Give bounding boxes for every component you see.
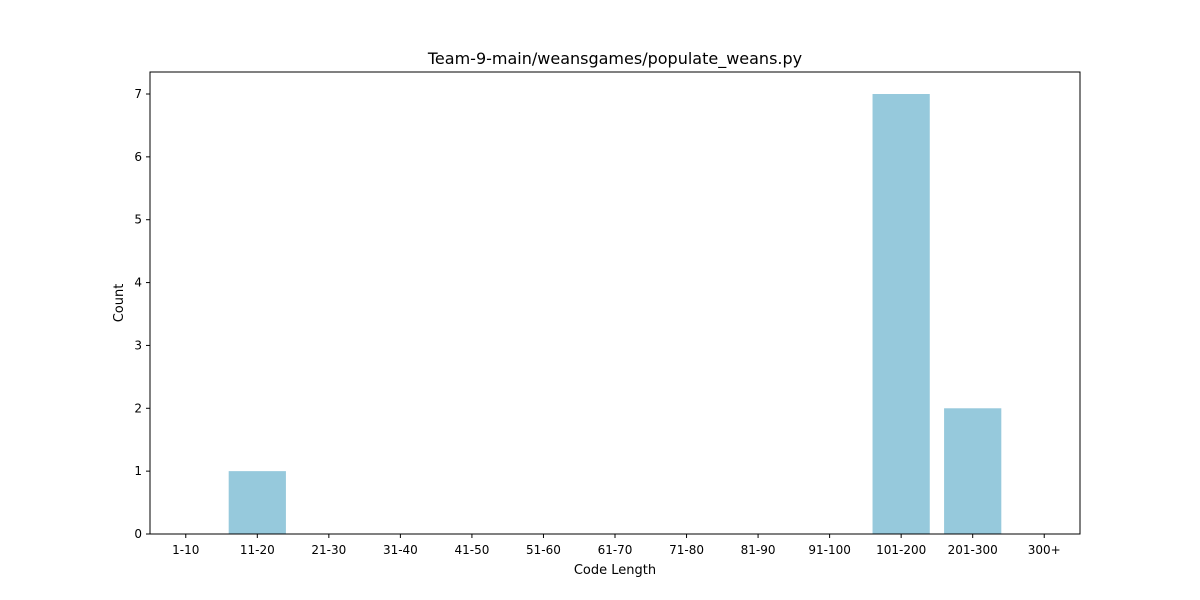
y-tick-label: 0 [134,527,142,541]
y-tick-label: 3 [134,338,142,352]
x-axis-label: Code Length [574,563,656,578]
x-tick-label: 71-80 [669,543,704,557]
chart-title: Team-9-main/weansgames/populate_weans.py [427,49,802,69]
x-tick-label: 300+ [1028,543,1061,557]
y-axis-ticks: 0 1 2 3 4 5 6 7 [134,87,150,541]
x-tick-label: 31-40 [383,543,418,557]
x-tick-label: 11-20 [240,543,275,557]
y-tick-label: 5 [134,213,142,227]
y-axis-label: Count [112,284,127,323]
y-tick-label: 4 [134,276,142,290]
x-tick-label: 201-300 [948,543,998,557]
bars-group [228,94,1002,534]
bar-201-300 [944,408,1002,534]
x-tick-label: 1-10 [172,543,199,557]
x-tick-label: 91-100 [808,543,851,557]
x-axis-ticks: 1-10 11-20 21-30 31-40 41-50 51-60 61-70 71-80 8… [172,534,1061,557]
bar-101-200 [872,94,930,534]
x-tick-label: 101-200 [876,543,926,557]
x-tick-label: 61-70 [598,543,633,557]
y-tick-label: 1 [134,464,142,478]
y-tick-label: 2 [134,401,142,415]
bar-11-20 [228,471,286,534]
plot-area-frame [149,71,1081,535]
x-tick-label: 51-60 [526,543,561,557]
y-tick-label: 6 [134,150,142,164]
y-tick-label: 7 [134,87,142,101]
x-tick-label: 81-90 [741,543,776,557]
x-tick-label: 41-50 [454,543,489,557]
x-tick-label: 21-30 [311,543,346,557]
